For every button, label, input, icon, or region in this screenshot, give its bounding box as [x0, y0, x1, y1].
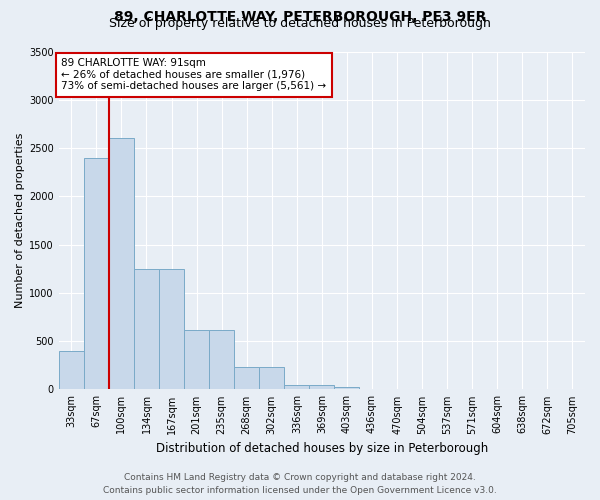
- Text: Contains HM Land Registry data © Crown copyright and database right 2024.
Contai: Contains HM Land Registry data © Crown c…: [103, 474, 497, 495]
- Text: 89, CHARLOTTE WAY, PETERBOROUGH, PE3 9ER: 89, CHARLOTTE WAY, PETERBOROUGH, PE3 9ER: [114, 10, 486, 24]
- Bar: [159, 268, 184, 390]
- Bar: [334, 386, 359, 390]
- Y-axis label: Number of detached properties: Number of detached properties: [15, 133, 25, 308]
- Bar: [310, 384, 334, 390]
- Bar: [109, 138, 134, 390]
- Bar: [284, 384, 310, 390]
- Bar: [234, 367, 259, 390]
- Bar: [59, 351, 84, 390]
- Bar: [84, 158, 109, 390]
- Bar: [209, 330, 234, 390]
- Bar: [134, 268, 159, 390]
- Text: Size of property relative to detached houses in Peterborough: Size of property relative to detached ho…: [109, 18, 491, 30]
- Bar: [184, 330, 209, 390]
- Text: 89 CHARLOTTE WAY: 91sqm
← 26% of detached houses are smaller (1,976)
73% of semi: 89 CHARLOTTE WAY: 91sqm ← 26% of detache…: [61, 58, 326, 92]
- X-axis label: Distribution of detached houses by size in Peterborough: Distribution of detached houses by size …: [156, 442, 488, 455]
- Bar: [259, 367, 284, 390]
